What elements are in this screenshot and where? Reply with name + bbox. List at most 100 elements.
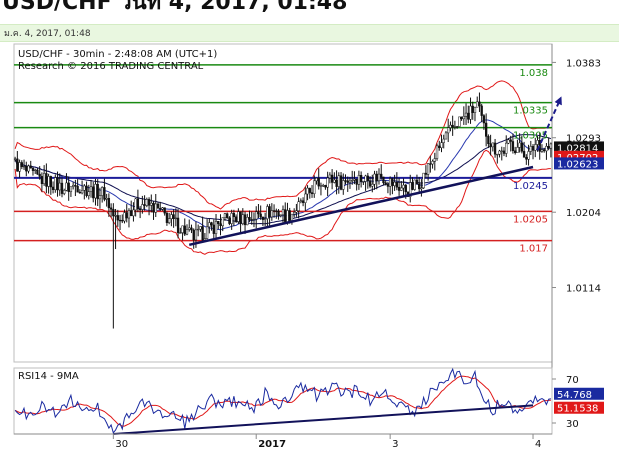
candle-body <box>377 173 381 182</box>
candle-body <box>147 199 151 206</box>
candle-body <box>67 182 70 193</box>
candle-body <box>536 140 539 145</box>
candle-body <box>98 195 102 200</box>
candle-body <box>138 208 142 211</box>
candle-body <box>83 185 86 191</box>
candle-body <box>516 147 519 153</box>
candle-body <box>179 232 182 234</box>
chart-subtitle: Research © 2016 TRADING CENTRAL <box>18 61 204 72</box>
candle-body <box>270 210 273 218</box>
candle-body <box>136 198 140 210</box>
candle-body <box>505 142 508 154</box>
rsi-ma-line <box>14 375 551 427</box>
candle-body <box>478 101 481 107</box>
candle-body <box>92 186 95 199</box>
candle-body <box>462 115 465 120</box>
candle-body <box>268 206 271 218</box>
candle-body <box>418 183 421 190</box>
candle-body <box>545 146 548 152</box>
level-label: 1.017 <box>519 244 548 255</box>
candle-body <box>132 209 135 217</box>
candle-body <box>359 175 363 182</box>
candle-body <box>72 185 75 187</box>
level-label: 1.038 <box>519 68 548 79</box>
candle-body <box>109 207 113 210</box>
candle-body <box>188 227 191 230</box>
candle-body <box>54 177 57 190</box>
y-tick-label: 1.0293 <box>566 134 601 145</box>
rsi-panel: RSI14 - 9MA 70 30 54.768 51.1538 <box>13 367 604 435</box>
candle-body <box>487 136 490 145</box>
candle-body <box>150 202 153 206</box>
candle-body <box>433 158 436 162</box>
candle-body <box>451 124 454 128</box>
candle-body <box>286 210 289 222</box>
candle-body <box>172 214 175 220</box>
candle-body <box>210 222 213 226</box>
candle-body <box>284 209 287 222</box>
candle-body <box>259 213 262 218</box>
candle-body <box>319 185 323 187</box>
candle-body <box>232 213 236 218</box>
candle-body <box>295 210 298 213</box>
candle-body <box>442 138 445 143</box>
candle-body <box>74 185 77 187</box>
candle-body <box>243 214 247 226</box>
candle-body <box>194 229 198 241</box>
candle-body <box>438 145 441 149</box>
candle-body <box>514 150 517 153</box>
rsi-tick-label: 70 <box>566 375 579 386</box>
candle-body <box>45 173 48 187</box>
candle-body <box>257 211 260 215</box>
candle-body <box>391 178 394 186</box>
candle-body <box>469 105 472 120</box>
candle-body <box>453 126 457 128</box>
candle-body <box>185 229 189 235</box>
candle-body <box>409 182 412 197</box>
candle-body <box>310 192 314 195</box>
candle-body <box>192 229 195 241</box>
candle-body <box>20 162 23 167</box>
candle-body <box>234 216 238 222</box>
candle-body <box>393 181 396 186</box>
y-tick-label: 1.0204 <box>566 208 601 219</box>
candle-body <box>25 165 28 172</box>
candle-body <box>518 142 521 148</box>
chart-title: USD/CHF - 30min - 2:48:08 AM (UTC+1) <box>18 49 217 60</box>
candle-body <box>382 176 385 184</box>
price-box-label: 1.02814 <box>557 143 598 154</box>
candle-body <box>422 172 425 189</box>
candle-body <box>353 178 356 181</box>
candle-body <box>228 217 231 224</box>
candle-body <box>89 186 93 192</box>
candle-body <box>101 187 104 196</box>
candle-body <box>362 181 365 183</box>
candle-body <box>420 187 423 190</box>
candle-body <box>255 211 258 220</box>
candle-body <box>181 225 184 233</box>
y-tick-label: 1.0114 <box>566 284 601 295</box>
candle-body <box>440 142 443 149</box>
candle-body <box>246 217 249 226</box>
candle-body <box>56 177 59 191</box>
candle-body <box>65 182 68 191</box>
candle-body <box>471 105 474 113</box>
candle-body <box>112 209 115 217</box>
candle-body <box>279 214 282 216</box>
candle-body <box>263 218 267 220</box>
candle-body <box>447 127 450 134</box>
candle-body <box>145 199 148 206</box>
candle-body <box>199 226 202 230</box>
bollinger-lower-line <box>14 149 551 255</box>
candle-body <box>366 175 369 182</box>
candle-body <box>13 158 17 160</box>
rsi-value-label: 51.1538 <box>557 404 598 415</box>
candle-body <box>373 173 376 185</box>
candle-body <box>404 184 407 193</box>
candle-body <box>529 146 532 152</box>
x-tick-label: 30 <box>115 439 128 450</box>
rsi-title: RSI14 - 9MA <box>18 371 79 382</box>
candle-body <box>464 112 468 117</box>
x-axis: 30 2017 3 4 <box>14 433 552 450</box>
candle-body <box>411 182 414 190</box>
